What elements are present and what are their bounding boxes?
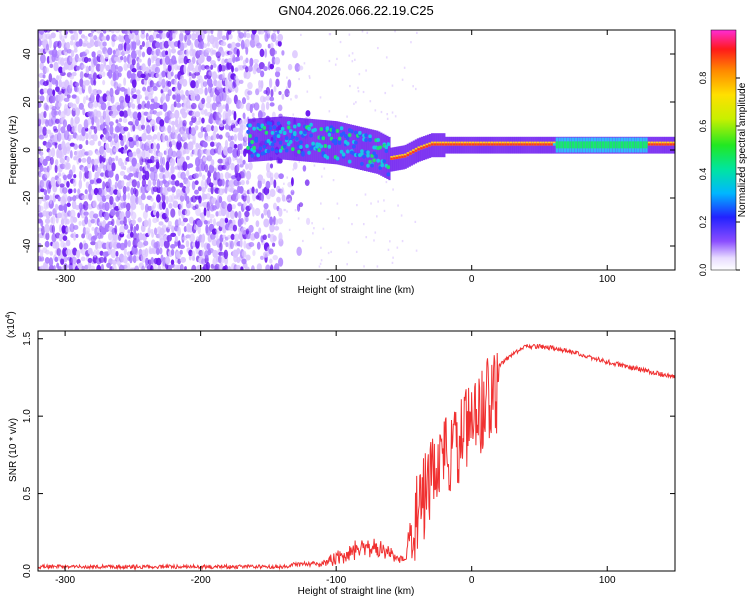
spectrogram-y-tick-label: 20 <box>22 96 33 108</box>
colorbar-tick-label: 0.2 <box>698 216 708 229</box>
spectrogram-ridge <box>390 137 675 160</box>
snr-y-tick-label: 1.0 <box>22 409 33 423</box>
snr-panel: -300 -200 -100 0 100 0.0 0.5 1.0 1.5 Height of … <box>5 311 676 597</box>
snr-series-line <box>38 343 675 571</box>
snr-multiplier: (x104) <box>5 311 17 338</box>
spectrogram-y-tick-label: -40 <box>22 238 33 253</box>
snr-y-tick-label: 0.5 <box>22 486 33 500</box>
spectrogram-x-axis: -300 -200 -100 0 100 <box>55 30 616 285</box>
colorbar-gradient <box>710 29 737 271</box>
colorbar-label: Normalized spectral amplitude <box>737 82 748 217</box>
snr-y-tick-label: 1.5 <box>22 331 33 345</box>
colorbar-tick-label: 0.0 <box>698 264 708 277</box>
colorbar-tick-label: 0.6 <box>698 120 708 133</box>
spectrogram-plot-area <box>38 30 675 270</box>
spectrogram-x-tick-label: 0 <box>469 274 475 285</box>
snr-multiplier-exp: 4 <box>5 315 12 319</box>
spectrogram-x-tick-label: 100 <box>599 274 616 285</box>
spectrogram-y-tick-label: 40 <box>22 48 33 60</box>
chart-title: GN04.2026.066.22.19.C25 <box>278 3 433 18</box>
snr-x-tick-label: 0 <box>469 575 475 586</box>
svg-text:(x104): (x104) <box>5 311 17 338</box>
snr-multiplier-base: (x10 <box>6 318 17 338</box>
snr-y-tick-label: 0.0 <box>22 564 33 578</box>
spectrogram-signal-band <box>246 116 675 181</box>
colorbar: 0.0 0.2 0.4 0.6 0.8 Normalized spectral ampl… <box>698 29 748 277</box>
snr-y-label: SNR (10 * v/v) <box>8 418 19 482</box>
colorbar-tick-label: 0.4 <box>698 168 708 181</box>
snr-x-tick-label: -200 <box>191 575 211 586</box>
spectrogram-y-axis: -40 -20 0 20 40 <box>22 48 675 253</box>
spectrogram-y-tick-label: -20 <box>22 190 33 205</box>
snr-x-label: Height of straight line (km) <box>298 586 415 597</box>
spectrogram-noise-texture <box>38 30 418 270</box>
spectrogram-x-tick-label: -100 <box>326 274 346 285</box>
snr-plot-area <box>38 343 675 571</box>
spectrogram-x-tick-label: -200 <box>191 274 211 285</box>
colorbar-tick-label: 0.8 <box>698 72 708 85</box>
snr-x-tick-label: -100 <box>326 575 346 586</box>
colorbar-ticks: 0.0 0.2 0.4 0.6 0.8 <box>698 72 740 277</box>
snr-x-tick-label: -300 <box>55 575 75 586</box>
snr-frame <box>37 330 676 572</box>
spectrogram-x-label: Height of straight line (km) <box>298 285 415 296</box>
spectrogram-x-tick-label: -300 <box>55 274 75 285</box>
snr-x-tick-label: 100 <box>599 575 616 586</box>
snr-x-axis: -300 -200 -100 0 100 <box>55 331 616 586</box>
snr-multiplier-close: ) <box>6 311 17 314</box>
spectrogram-y-label: Frequency (Hz) <box>8 116 19 185</box>
spectrogram-y-tick-label: 0 <box>22 147 33 153</box>
snr-y-axis: 0.0 0.5 1.0 1.5 <box>22 331 675 578</box>
